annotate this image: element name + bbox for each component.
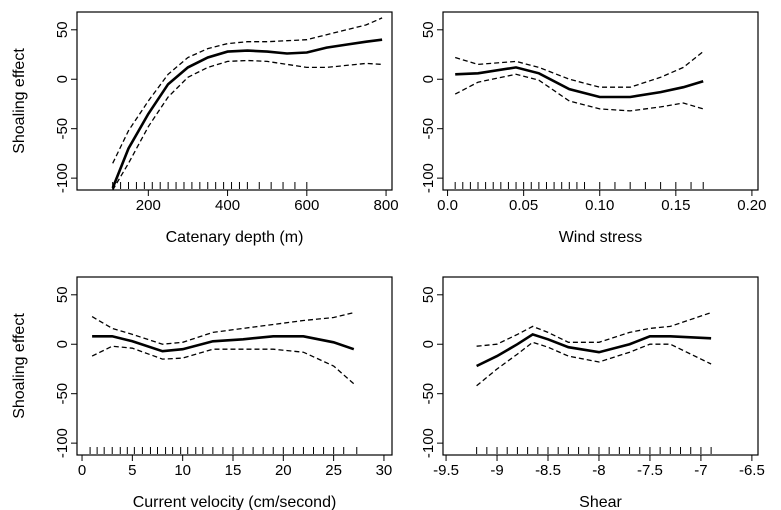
y-tick-label: 0 bbox=[54, 75, 71, 83]
confidence-band bbox=[112, 59, 383, 191]
x-tick-label: 600 bbox=[294, 197, 319, 214]
y-tick-label: -50 bbox=[420, 383, 437, 405]
x-tick-label: -8.5 bbox=[535, 462, 561, 479]
y-tick-label: 0 bbox=[54, 340, 71, 348]
x-axis-title: Wind stress bbox=[559, 229, 643, 246]
plot-frame bbox=[76, 276, 393, 456]
y-tick-label: 50 bbox=[420, 286, 437, 303]
plot-frame bbox=[442, 276, 759, 456]
x-tick-label: 0.20 bbox=[737, 197, 766, 214]
x-tick-label: -8 bbox=[592, 462, 605, 479]
x-tick-label: -6.5 bbox=[739, 462, 765, 479]
x-tick-label: 30 bbox=[376, 462, 393, 479]
fit-line bbox=[476, 332, 712, 368]
confidence-band bbox=[476, 311, 712, 347]
y-tick-label: 50 bbox=[54, 21, 71, 38]
confidence-band bbox=[454, 73, 704, 112]
x-tick-label: 0.0 bbox=[437, 197, 458, 214]
y-tick-label: 0 bbox=[420, 340, 437, 348]
confidence-band bbox=[455, 51, 704, 88]
x-tick-label: 15 bbox=[225, 462, 242, 479]
x-tick-label: 400 bbox=[215, 197, 240, 214]
fit-line bbox=[92, 335, 355, 353]
x-tick-label: -7.5 bbox=[637, 462, 663, 479]
x-tick-label: 0.15 bbox=[661, 197, 690, 214]
y-tick-label: -100 bbox=[54, 163, 71, 193]
y-tick-label: -100 bbox=[420, 163, 437, 193]
y-tick-label: -100 bbox=[54, 428, 71, 458]
x-tick-label: 20 bbox=[275, 462, 292, 479]
x-tick-label: 10 bbox=[174, 462, 191, 479]
fit-line bbox=[111, 38, 383, 189]
confidence-band bbox=[476, 341, 712, 387]
x-tick-label: 0.05 bbox=[509, 197, 538, 214]
confidence-band bbox=[112, 17, 383, 164]
y-tick-label: -50 bbox=[420, 118, 437, 140]
confidence-band bbox=[91, 311, 354, 345]
y-tick-label: 50 bbox=[420, 21, 437, 38]
confidence-band bbox=[91, 345, 355, 385]
x-tick-label: -9.5 bbox=[433, 462, 459, 479]
y-tick-label: 50 bbox=[54, 286, 71, 303]
x-tick-label: -7 bbox=[694, 462, 707, 479]
y-axis-title: Shoaling effect bbox=[11, 313, 28, 419]
x-tick-label: 0 bbox=[78, 462, 86, 479]
y-tick-label: -50 bbox=[54, 383, 71, 405]
y-tick-label: -100 bbox=[420, 428, 437, 458]
plot-frame bbox=[442, 11, 759, 191]
x-tick-label: 5 bbox=[128, 462, 136, 479]
x-tick-label: 200 bbox=[136, 197, 161, 214]
plot-frame bbox=[76, 11, 393, 191]
x-tick-label: -9 bbox=[490, 462, 503, 479]
y-tick-label: 0 bbox=[420, 75, 437, 83]
x-axis-title: Current velocity (cm/second) bbox=[133, 494, 337, 510]
x-axis-title: Catenary depth (m) bbox=[166, 229, 304, 246]
y-axis-title: Shoaling effect bbox=[11, 48, 28, 154]
x-axis-title: Shear bbox=[579, 494, 622, 510]
x-tick-label: 0.10 bbox=[585, 197, 614, 214]
fit-line bbox=[455, 66, 704, 99]
x-tick-label: 25 bbox=[325, 462, 342, 479]
x-tick-label: 800 bbox=[374, 197, 399, 214]
y-tick-label: -50 bbox=[54, 118, 71, 140]
